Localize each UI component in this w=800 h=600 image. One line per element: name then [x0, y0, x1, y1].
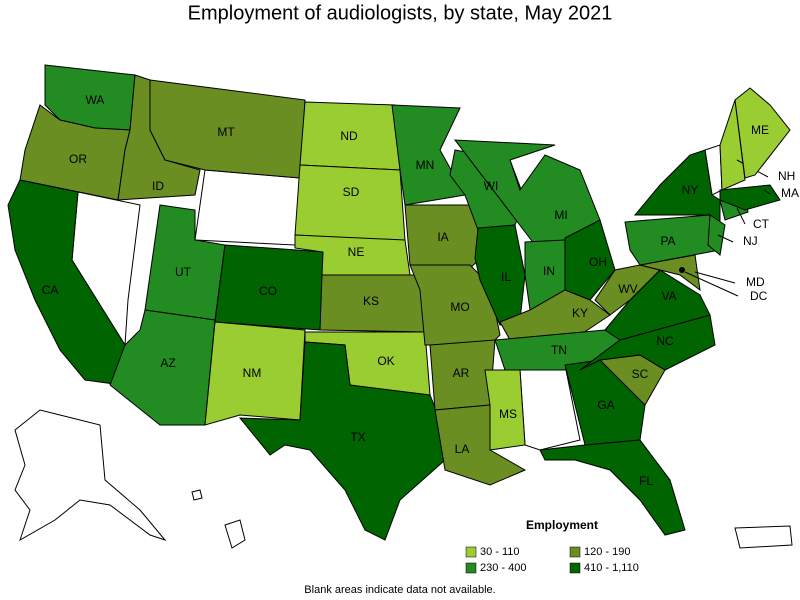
state-label: SD	[343, 185, 360, 199]
legend-label: 120 - 190	[584, 546, 630, 558]
state-label: GA	[597, 398, 614, 412]
state-label: OH	[589, 255, 607, 269]
state	[624, 214, 721, 266]
state-label: NE	[348, 245, 365, 259]
map-title: Employment of audiologists, by state, Ma…	[188, 2, 613, 24]
state-label: MD	[746, 275, 765, 289]
legend-swatch	[569, 546, 581, 558]
leader-line	[684, 271, 739, 297]
leader-line	[717, 234, 734, 243]
state-blank	[14, 409, 167, 542]
legend: 30 - 110 120 - 190 230 - 400 410 - 1,110	[465, 546, 639, 574]
state-label: OR	[69, 152, 87, 166]
legend-label: 410 - 1,110	[584, 562, 639, 574]
state-label: VA	[661, 289, 676, 303]
state	[719, 99, 746, 191]
state-label: KS	[363, 294, 379, 308]
legend-swatch	[465, 546, 477, 558]
state-label: FL	[639, 474, 653, 488]
state	[707, 214, 726, 256]
state-label: MT	[217, 125, 235, 139]
state-label: WI	[484, 179, 499, 193]
state	[7, 179, 126, 386]
state	[484, 369, 526, 451]
state-label: MS	[499, 407, 517, 421]
state-label: DC	[750, 289, 768, 303]
leader-line	[694, 271, 736, 284]
state-label: CO	[259, 284, 277, 298]
state-blank	[224, 519, 246, 549]
state	[539, 439, 686, 536]
state	[564, 219, 616, 301]
state-label: MO	[450, 300, 469, 314]
state-label: ND	[340, 129, 358, 143]
state-label: TN	[551, 343, 567, 357]
state-label: PA	[660, 234, 675, 248]
state-blank	[194, 169, 301, 246]
state-label: AZ	[160, 356, 175, 370]
state-label: ID	[152, 179, 164, 193]
state-label: MA	[781, 186, 799, 200]
state	[149, 79, 306, 179]
state-label: TX	[350, 430, 365, 444]
states: WA OR CA ID MT UT AZ CO NM ND SD NE KS OK TX MN IA MO AR LA…	[7, 64, 799, 541]
state-label: NC	[656, 334, 674, 348]
state-label: NJ	[743, 234, 758, 248]
state-label: IN	[543, 264, 555, 278]
state-label: CA	[42, 283, 59, 297]
state-label: AR	[453, 366, 470, 380]
state-label: WV	[618, 282, 637, 296]
state-label: SC	[632, 367, 649, 381]
legend-swatch	[465, 562, 477, 574]
legend-title: Employment	[526, 518, 598, 532]
state-label: OK	[377, 354, 394, 368]
state	[734, 87, 791, 179]
legend-label: 30 - 110	[480, 546, 520, 558]
state	[238, 341, 446, 541]
state-label: LA	[455, 442, 470, 456]
state-blank	[191, 489, 203, 501]
state	[294, 164, 406, 241]
state-label: IL	[501, 270, 511, 284]
state-label: CT	[753, 217, 770, 231]
leader-line	[763, 189, 771, 195]
blank-areas	[14, 144, 793, 549]
dc-dot	[679, 267, 685, 273]
state-label: IA	[437, 230, 448, 244]
state-label: MI	[554, 208, 567, 222]
state-label: NM	[243, 366, 262, 380]
state-label: ME	[751, 123, 769, 137]
leader-line	[736, 207, 746, 225]
state-label: MN	[416, 158, 435, 172]
state-label: NH	[778, 169, 795, 183]
state	[204, 321, 306, 426]
state-label: WA	[86, 93, 105, 107]
legend-swatch	[569, 562, 581, 574]
footnote: Blank areas indicate data not available.	[304, 584, 495, 596]
state-label: NY	[682, 183, 699, 197]
state-label: KY	[572, 306, 588, 320]
legend-label: 230 - 400	[480, 562, 526, 574]
state-label: UT	[175, 265, 192, 279]
state-blank	[734, 525, 793, 549]
